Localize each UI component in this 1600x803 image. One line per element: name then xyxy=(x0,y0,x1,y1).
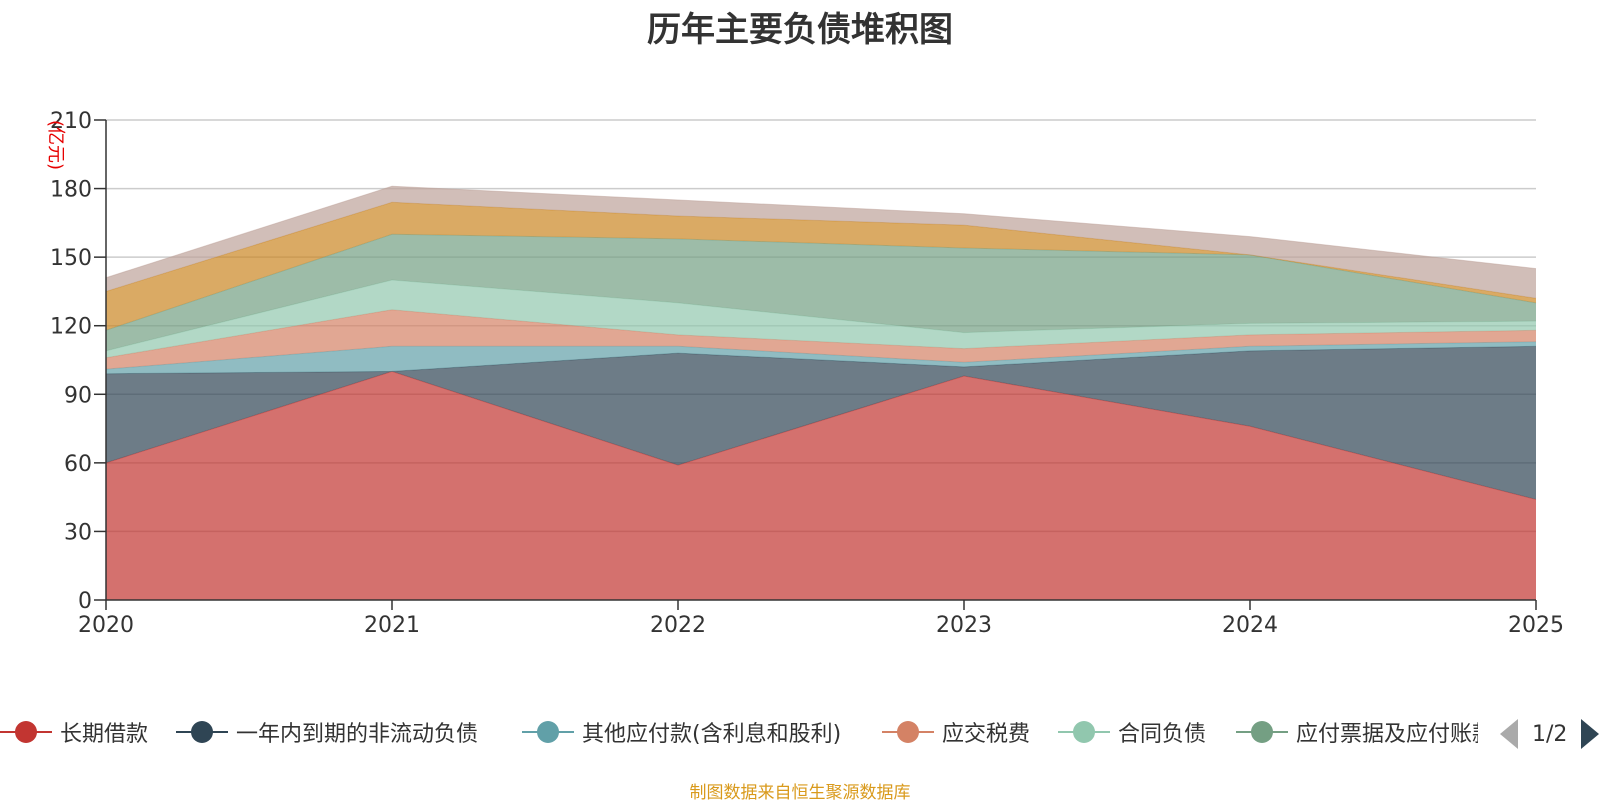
legend-item[interactable]: 一年内到期的非流动负债 xyxy=(176,712,478,752)
area-series-3[interactable] xyxy=(106,341,1536,374)
y-tick-label: 0 xyxy=(78,589,92,614)
y-tick-label: 180 xyxy=(50,178,92,203)
legend-item[interactable]: 其他应付款(含利息和股利) xyxy=(522,712,841,752)
x-tick-label: 2020 xyxy=(78,613,134,638)
legend-item[interactable]: 应付票据及应付账款 xyxy=(1236,712,1478,752)
legend-page-label: 1/2 xyxy=(1532,721,1568,747)
area-series-5[interactable] xyxy=(106,280,1536,358)
legend-label: 合同负债 xyxy=(1118,722,1207,747)
area-series-line-8 xyxy=(105,185,1537,279)
y-tick-label: 120 xyxy=(50,315,92,340)
source-note: 制图数据来自恒生聚源数据库 xyxy=(689,783,911,803)
legend-marker-icon xyxy=(176,718,228,746)
x-tick-label: 2023 xyxy=(936,613,992,638)
axis-layer: 0 30 60 90 120 150 180 210 2020 2021 2022 2023 2024 2… xyxy=(50,109,1564,638)
y-tick-label: 90 xyxy=(64,383,92,408)
x-tick-label: 2021 xyxy=(364,613,420,638)
chart-plot: 0 30 60 90 120 150 180 210 2020 2021 2022 2023 2024 2… xyxy=(45,109,1564,638)
chart-title: 历年主要负债堆积图 xyxy=(647,10,953,50)
legend-marker-icon xyxy=(0,718,52,746)
legend-marker-icon xyxy=(1058,718,1110,746)
area-layer xyxy=(105,185,1537,600)
legend-items: 长期借款 一年内到期的非流动负债 其他应付款(含利息和股利) 应交税费 合同负债 应付票据… xyxy=(0,712,1478,752)
legend-item[interactable]: 应交税费 xyxy=(882,712,1030,752)
area-series-7[interactable] xyxy=(106,202,1536,331)
legend-marker-icon xyxy=(1236,718,1288,746)
area-series-1[interactable] xyxy=(106,371,1536,600)
area-series-6[interactable] xyxy=(106,234,1536,351)
legend-label: 长期借款 xyxy=(60,722,149,747)
y-tick-label: 210 xyxy=(50,109,92,134)
area-series-line-3 xyxy=(105,341,1537,370)
legend-pager: 1/2 xyxy=(1500,718,1600,750)
legend-prev-page-icon[interactable] xyxy=(1500,719,1518,749)
area-series-4[interactable] xyxy=(106,309,1536,370)
legend-label: 应付票据及应付账款 xyxy=(1296,722,1478,747)
legend-label: 一年内到期的非流动负债 xyxy=(236,722,479,747)
x-tick-label: 2025 xyxy=(1508,613,1564,638)
legend-item[interactable]: 合同负债 xyxy=(1058,712,1206,752)
legend-marker-icon xyxy=(522,718,574,746)
area-series-line-1 xyxy=(105,370,1537,500)
y-tick-label: 30 xyxy=(64,520,92,545)
legend-marker-icon xyxy=(882,718,934,746)
legend-next-page-icon[interactable] xyxy=(1581,719,1600,749)
legend: 长期借款 一年内到期的非流动负债 其他应付款(含利息和股利) 应交税费 合同负债 应付票据… xyxy=(0,712,1600,752)
x-tick-label: 2022 xyxy=(650,613,706,638)
x-tick-label: 2024 xyxy=(1222,613,1278,638)
legend-label: 其他应付款(含利息和股利) xyxy=(582,722,842,747)
area-series-8[interactable] xyxy=(106,186,1536,299)
y-axis-unit-label: (亿元) xyxy=(45,120,66,170)
legend-label: 应交税费 xyxy=(942,722,1031,747)
y-tick-label: 150 xyxy=(50,246,92,271)
legend-item[interactable]: 长期借款 xyxy=(0,712,148,752)
area-series-2[interactable] xyxy=(106,346,1536,500)
y-tick-label: 60 xyxy=(64,452,92,477)
